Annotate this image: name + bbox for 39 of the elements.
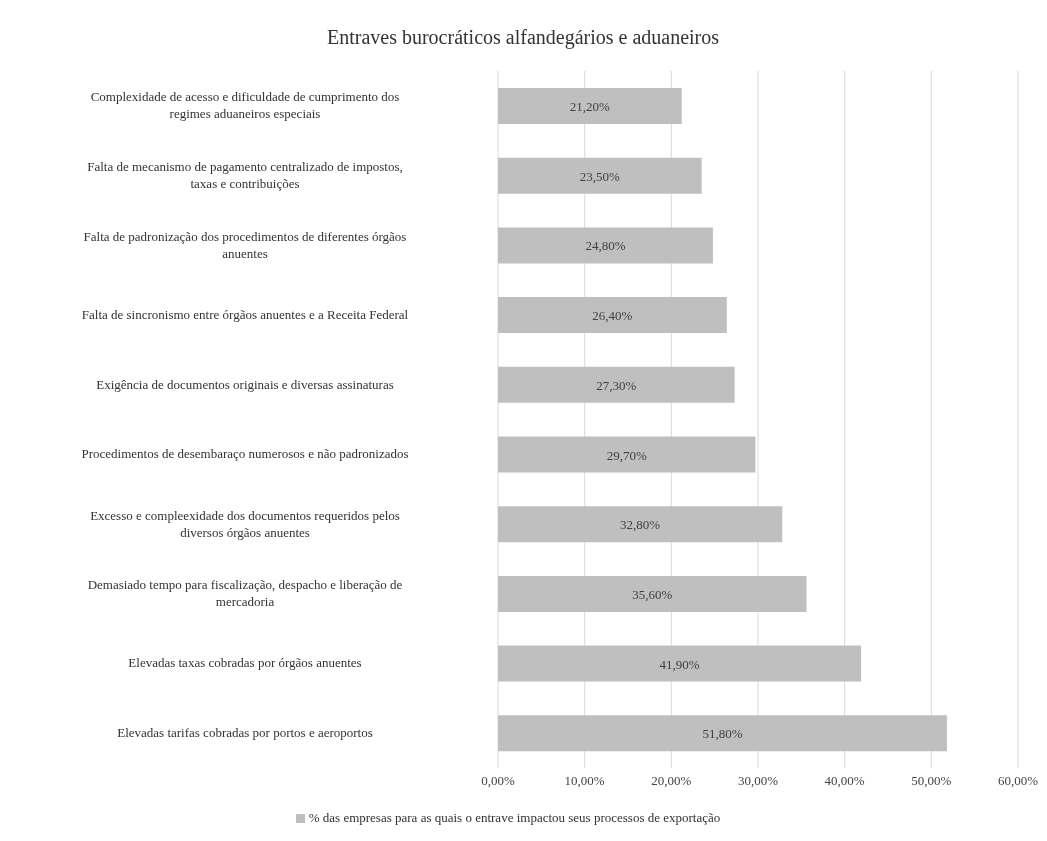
chart-title: Entraves burocráticos alfandegários e aduaneiros — [325, 25, 721, 51]
bar — [498, 366, 735, 403]
data-label: 26,40% — [592, 308, 633, 324]
data-label: 32,80% — [620, 517, 661, 533]
y-tick-label: Falta de padronização dos procedimentos de diferentes órgãos anuentes — [83, 228, 407, 261]
y-tick-label: Procedimentos de desembaraço numerosos e não padronizados — [81, 446, 409, 462]
bar — [498, 436, 756, 473]
y-tick-label: Elevadas taxas cobradas por órgãos anuentes — [128, 655, 362, 671]
bar — [498, 506, 783, 543]
legend-label: % das empresas para as quais o entrave impactou seus processos de exportação — [308, 810, 721, 825]
bar — [498, 88, 682, 124]
data-label: 51,80% — [702, 726, 743, 742]
x-tick-label: 0,00% — [481, 773, 515, 789]
x-tick-label: 10,00% — [564, 773, 605, 789]
data-label: 27,30% — [596, 377, 637, 393]
data-label: 35,60% — [632, 586, 673, 602]
x-tick-label: 40,00% — [824, 773, 865, 789]
y-tick-label: Demasiado tempo para fiscalização, despacho e liberação de mercadoria — [87, 577, 403, 610]
data-label: 23,50% — [579, 168, 621, 184]
x-tick-label: 50,00% — [911, 773, 952, 789]
data-label: 29,70% — [606, 447, 647, 463]
y-tick-label: Complexidade de acesso e dificuldade de cumprimento dos regimes aduaneiros especiais — [90, 89, 400, 122]
bar — [498, 227, 713, 264]
bar — [498, 715, 947, 752]
y-tick-label: Excesso e compleexidade dos documentos requeridos pelos diversos órgãos anuentes — [90, 507, 400, 540]
data-label: 41,90% — [659, 656, 700, 672]
data-label: 21,20% — [569, 99, 611, 114]
bar — [498, 297, 727, 334]
x-tick-label: 20,00% — [651, 773, 692, 789]
x-tick-label: 60,00% — [997, 773, 1039, 789]
y-tick-label: Falta de sincronismo entre órgãos anuentes e a Receita Federal — [81, 306, 409, 322]
x-tick-label: 30,00% — [737, 773, 779, 789]
bar — [498, 575, 807, 612]
bar — [498, 645, 862, 682]
bar — [498, 157, 702, 194]
y-tick-label: Elevadas tarifas cobradas por portos e aeroportos — [117, 725, 373, 741]
data-label: 24,80% — [585, 238, 626, 254]
y-tick-label: Exigência de documentos originais e diversas assinaturas — [96, 376, 394, 392]
y-tick-label: Falta de mecanismo de pagamento centralizado de impostos, taxas e contribuições — [87, 159, 403, 192]
